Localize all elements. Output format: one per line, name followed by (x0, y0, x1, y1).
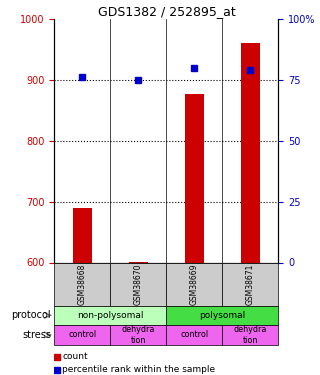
Text: protocol: protocol (12, 310, 51, 320)
Bar (110, 325, 166, 345)
Text: control: control (180, 330, 208, 339)
Text: dehydra
tion: dehydra tion (122, 325, 155, 345)
Bar (54, 262, 110, 306)
Bar (73, 208, 92, 262)
Bar (166, 262, 222, 306)
Bar (222, 262, 278, 306)
Text: stress: stress (22, 330, 51, 340)
Title: GDS1382 / 252895_at: GDS1382 / 252895_at (98, 4, 235, 18)
Text: GSM38669: GSM38669 (190, 263, 199, 305)
Bar (54, 306, 166, 325)
Text: count: count (62, 352, 88, 362)
Text: polysomal: polysomal (199, 311, 245, 320)
Bar (222, 325, 278, 345)
Bar (54, 325, 110, 345)
Bar (185, 94, 204, 262)
Bar (241, 43, 260, 262)
Bar (166, 306, 278, 325)
Text: non-polysomal: non-polysomal (77, 311, 144, 320)
Text: GSM38668: GSM38668 (78, 263, 87, 305)
Bar (110, 262, 166, 306)
Bar (166, 325, 222, 345)
Text: GSM38671: GSM38671 (246, 263, 255, 305)
Text: percentile rank within the sample: percentile rank within the sample (62, 365, 215, 374)
Text: GSM38670: GSM38670 (134, 263, 143, 305)
Text: dehydra
tion: dehydra tion (234, 325, 267, 345)
Text: control: control (68, 330, 96, 339)
